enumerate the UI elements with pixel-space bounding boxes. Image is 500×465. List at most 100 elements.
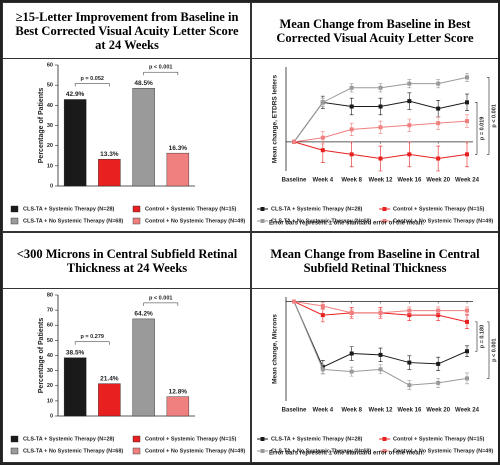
panel: Mean Change from Baseline in Central Sub…: [250, 232, 498, 463]
marker: [465, 119, 469, 124]
panel: <300 Microns in Central Subfield Retinal…: [2, 232, 252, 463]
x-tick-label: Baseline: [282, 178, 307, 184]
marker: [320, 304, 325, 309]
significance-bracket: [74, 341, 110, 345]
bar: [166, 396, 190, 417]
y-axis-label: Percentage of Patients: [38, 88, 45, 164]
legend-label: Control + No Systemic Therapy (N=49): [393, 448, 493, 454]
marker: [407, 123, 412, 128]
bar: [132, 318, 155, 417]
legend-label: Control + Systemic Therapy (N=15): [145, 206, 237, 212]
bar: [63, 357, 87, 417]
x-tick-label: Week 20: [426, 178, 451, 184]
legend-label: Control + Systemic Therapy (N=15): [145, 436, 237, 442]
value-label: 13.3%: [100, 151, 119, 158]
annotation: p < 0.001: [149, 295, 172, 301]
panel-title: ≥15-Letter Improvement from Baseline in …: [3, 3, 251, 59]
legend-label: CLS-TA + No Systemic Therapy (N=68): [271, 448, 371, 454]
annotation: p = 0.279: [81, 334, 104, 340]
y-tick-label: 30: [47, 123, 53, 129]
legend-swatch: [132, 205, 141, 213]
legend-label: CLS-TA + Systemic Therapy (N=28): [23, 436, 115, 442]
marker: [465, 308, 469, 313]
bar: [98, 158, 121, 187]
y-tick-label: 70: [47, 308, 53, 314]
x-tick-label: Week 24: [455, 408, 480, 414]
legend-label: Control + No Systemic Therapy (N=49): [393, 218, 493, 224]
legend-label: CLS-TA + No Systemic Therapy (N=68): [23, 218, 123, 224]
y-tick-label: 50: [47, 338, 53, 344]
legend-label: Control + Systemic Therapy (N=15): [393, 436, 485, 442]
annotation: p = 0.180: [479, 325, 485, 348]
marker: [465, 376, 469, 381]
x-tick-label: Week 24: [455, 178, 480, 184]
marker: [292, 139, 296, 144]
legend-label: CLS-TA + Systemic Therapy (N=28): [271, 206, 363, 212]
marker: [320, 148, 325, 153]
marker: [378, 125, 383, 130]
marker: [378, 156, 383, 161]
panel-title: Mean Change from Baseline in Central Sub…: [251, 233, 498, 289]
legend-label: CLS-TA + Systemic Therapy (N=28): [271, 436, 363, 442]
value-label: 12.8%: [169, 388, 188, 395]
marker: [436, 361, 441, 366]
y-tick-label: 60: [47, 62, 53, 68]
y-axis-label: Percentage of Patients: [38, 318, 45, 394]
legend-marker: [260, 219, 265, 223]
marker: [378, 352, 383, 357]
y-tick-label: 60: [47, 323, 53, 329]
significance-bracket: [143, 71, 179, 76]
y-axis-label: Mean change, ETDRS letters: [272, 75, 279, 164]
x-tick-label: Week 8: [341, 178, 362, 184]
legend-marker: [260, 207, 265, 211]
x-tick-label: Week 12: [369, 408, 394, 414]
legend-marker: [382, 219, 387, 223]
legend-swatch: [10, 217, 19, 225]
marker: [436, 156, 441, 161]
x-tick-label: Week 4: [313, 178, 334, 184]
legend-swatch: [132, 217, 141, 225]
marker: [378, 367, 383, 372]
marker: [436, 380, 441, 385]
footnote: Error bars represent ± one standard erro…: [269, 451, 424, 457]
panel: ≥15-Letter Improvement from Baseline in …: [2, 2, 252, 232]
value-label: 64.2%: [134, 311, 153, 318]
panel-title: <300 Microns in Central Subfield Retinal…: [3, 233, 251, 289]
y-tick-label: 40: [47, 103, 53, 109]
significance-bracket: [487, 321, 490, 379]
marker: [465, 152, 469, 157]
chart: Mean change, Microns Baseline Week 4 Week 8…: [257, 297, 497, 457]
significance-bracket: [74, 83, 110, 87]
marker: [407, 81, 412, 86]
annotation: p < 0.001: [491, 338, 497, 361]
y-tick-label: 30: [47, 368, 53, 374]
significance-bracket: [475, 321, 478, 352]
footnote: Error bars represent ± one standard erro…: [269, 221, 424, 227]
marker: [436, 313, 441, 318]
x-tick-label: Week 16: [397, 178, 422, 184]
annotation: p < 0.001: [491, 104, 497, 127]
legend-swatch: [10, 435, 19, 443]
x-tick-label: Week 12: [369, 178, 394, 184]
marker: [407, 99, 412, 104]
annotation: p = 0.019: [479, 117, 485, 140]
x-tick-label: Week 20: [426, 408, 451, 414]
chart: Mean change, ETDRS letters Baseline Week 4…: [257, 67, 497, 227]
x-tick-label: Week 8: [341, 408, 362, 414]
chart: 0 10 20 30 40 50 60 70 80 Percentage of Patients 3…: [10, 292, 245, 454]
marker: [349, 104, 354, 109]
marker: [320, 313, 325, 318]
marker: [349, 85, 354, 90]
marker: [465, 319, 469, 324]
marker: [349, 351, 354, 356]
marker: [349, 152, 354, 157]
marker: [320, 135, 325, 140]
y-tick-label: 0: [50, 413, 53, 419]
legend-label: CLS-TA + Systemic Therapy (N=28): [23, 206, 115, 212]
chart: 0 10 20 30 40 50 60 Percentage of Patients 42.9%…: [10, 62, 245, 225]
x-tick-label: Week 4: [313, 408, 334, 414]
legend-marker: [382, 449, 387, 453]
legend-label: Control + No Systemic Therapy (N=49): [145, 448, 245, 454]
annotation: p < 0.001: [149, 65, 172, 71]
